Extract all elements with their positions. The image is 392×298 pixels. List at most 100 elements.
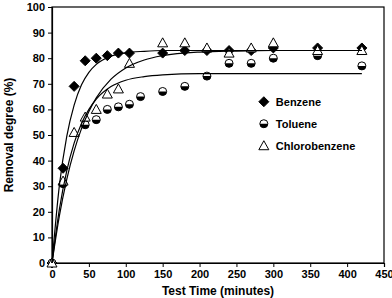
tick: 100 <box>117 263 135 280</box>
marker-shape <box>103 105 111 113</box>
marker-fill <box>92 120 100 124</box>
marker-shape <box>114 103 122 111</box>
data-point <box>247 59 255 67</box>
marker-shape <box>92 116 100 124</box>
data-point <box>180 38 190 47</box>
marker-fill <box>125 104 133 108</box>
marker-shape <box>225 59 233 67</box>
x-axis: 050100150200250300350400450 <box>49 263 392 280</box>
tick-label: 150 <box>154 268 172 280</box>
marker-shape <box>159 87 167 95</box>
data-point <box>113 84 123 93</box>
legend-marker <box>259 97 269 107</box>
marker-fill <box>103 109 111 113</box>
marker-shape <box>259 141 269 150</box>
tick: 350 <box>302 263 320 280</box>
tick: 50 <box>83 263 95 280</box>
data-point <box>158 38 168 47</box>
data-point <box>268 38 278 47</box>
tick-mark <box>48 212 52 213</box>
tick-mark <box>236 263 237 267</box>
marker-shape <box>181 82 189 90</box>
marker-fill <box>225 63 233 67</box>
marker-fill <box>358 66 366 70</box>
tick-mark <box>126 263 127 267</box>
marker-fill <box>114 107 122 111</box>
tick-label: 80 <box>33 52 45 64</box>
tick: 100 <box>27 1 52 13</box>
tick: 20 <box>33 206 52 218</box>
tick-label: 300 <box>265 268 283 280</box>
y-axis-title: Removal degree (%) <box>2 78 16 193</box>
tick-mark <box>273 263 274 267</box>
data-point <box>159 87 167 95</box>
tick-label: 50 <box>33 129 45 141</box>
tick-mark <box>48 135 52 136</box>
axis-line <box>48 8 53 264</box>
data-point <box>225 59 233 67</box>
marker-shape <box>260 120 268 128</box>
data-point <box>69 81 79 91</box>
tick: 10 <box>33 231 52 243</box>
tick-mark <box>163 263 164 267</box>
data-point <box>92 116 100 124</box>
tick: 400 <box>338 263 356 280</box>
marker-fill <box>137 97 145 101</box>
marker-fill <box>181 86 189 90</box>
marker-shape <box>269 54 277 62</box>
legend: BenzeneTolueneChlorobenzene <box>259 96 355 152</box>
legend-marker <box>260 120 268 128</box>
y-axis: 0102030405060708090100 <box>27 1 53 269</box>
data-point <box>91 104 101 113</box>
marker-shape <box>80 56 90 66</box>
marker-shape <box>102 89 112 98</box>
tick-label: 50 <box>83 268 95 280</box>
tick: 70 <box>33 78 52 90</box>
data-point <box>114 103 122 111</box>
marker-shape <box>91 104 101 113</box>
data-point <box>181 82 189 90</box>
tick-label: 30 <box>33 180 45 192</box>
marker-shape <box>158 38 168 47</box>
tick-label: 350 <box>302 268 320 280</box>
tick-label: 10 <box>33 231 45 243</box>
fit-line <box>52 51 362 263</box>
tick: 40 <box>33 155 52 167</box>
tick-label: 400 <box>338 268 356 280</box>
tick-mark <box>89 263 90 267</box>
data-point <box>102 89 112 98</box>
tick-label: 450 <box>375 268 392 280</box>
tick-label: 20 <box>33 206 45 218</box>
marker-fill <box>159 91 167 95</box>
tick-mark <box>384 263 385 267</box>
data-point <box>358 62 366 70</box>
marker-shape <box>69 81 79 91</box>
tick: 250 <box>228 263 246 280</box>
marker-fill <box>269 58 277 62</box>
marker-shape <box>358 62 366 70</box>
data-point <box>224 48 234 57</box>
tick-label: 60 <box>33 103 45 115</box>
tick-mark <box>200 263 201 267</box>
legend-label: Chlorobenzene <box>276 140 355 152</box>
tick-mark <box>310 263 311 267</box>
tick-label: 70 <box>33 78 45 90</box>
tick-label: 100 <box>117 268 135 280</box>
tick-mark <box>48 7 52 8</box>
chart: 0501001502002503003504004500102030405060… <box>0 0 392 298</box>
marks <box>47 38 367 268</box>
marker-shape <box>268 38 278 47</box>
marker-shape <box>247 59 255 67</box>
fit-line <box>52 51 362 263</box>
marker-shape <box>125 100 133 108</box>
tick-label: 200 <box>191 268 209 280</box>
legend-label: Benzene <box>276 96 321 108</box>
marker-shape <box>113 84 123 93</box>
tick: 90 <box>33 27 52 39</box>
tick-mark <box>347 263 348 267</box>
tick: 300 <box>265 263 283 280</box>
marker-fill <box>314 56 322 60</box>
tick: 80 <box>33 52 52 64</box>
data-point <box>103 105 111 113</box>
marker-shape <box>259 97 269 107</box>
